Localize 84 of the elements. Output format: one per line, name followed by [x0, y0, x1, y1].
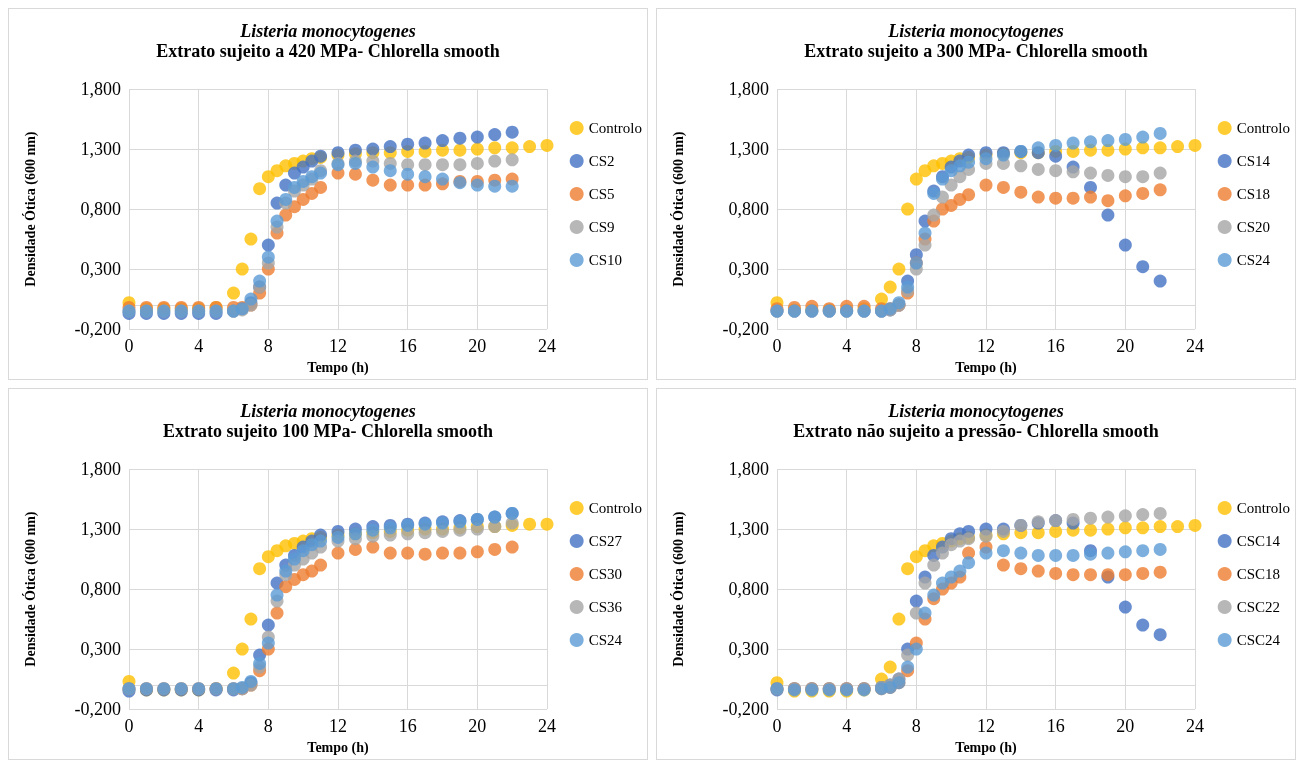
- y-tick-label: 0,800: [80, 579, 121, 600]
- y-tick-label: 0,800: [728, 199, 769, 220]
- y-tick-label: 0,800: [728, 579, 769, 600]
- legend-label: CSC18: [1236, 566, 1281, 582]
- x-tick-label: 8: [911, 336, 921, 357]
- legend-label: CS27: [588, 533, 623, 549]
- legend-label: Controlo: [588, 120, 643, 136]
- chart-title: Listeria monocytogenes: [887, 401, 1064, 421]
- x-tick-label: 16: [1046, 716, 1065, 737]
- y-axis-title: Densidade Ótica (600 nm): [21, 131, 39, 287]
- x-tick-label: 20: [1116, 336, 1135, 357]
- chart-subtitle: Extrato não sujeito a pressão- Chlorella smooth: [793, 421, 1159, 441]
- legend-label: CS30: [588, 566, 623, 582]
- y-tick-label: 1,300: [728, 139, 769, 160]
- x-tick-label: 16: [398, 716, 417, 737]
- chart-subtitle: Extrato sujeito 100 MPa- Chlorella smooth: [162, 421, 494, 441]
- y-axis-title: Densidade Ótica (600 nm): [669, 131, 687, 287]
- x-tick-label: 0: [772, 716, 782, 737]
- y-tick-label: 1,300: [80, 139, 121, 160]
- legend-label: Controlo: [588, 500, 643, 516]
- x-tick-label: 16: [1046, 336, 1065, 357]
- y-tick-label: 1,800: [728, 79, 769, 99]
- legend-label: CS24: [1236, 252, 1271, 268]
- x-tick-label: 24: [1186, 336, 1204, 357]
- x-tick-label: 4: [194, 336, 204, 357]
- y-tick-label: -0,200: [722, 319, 769, 340]
- y-axis-title: Densidade Ótica (600 nm): [669, 511, 687, 667]
- y-tick-label: 1,300: [728, 519, 769, 540]
- legend-label: CSC22: [1236, 599, 1281, 615]
- x-tick-label: 20: [1116, 716, 1135, 737]
- x-tick-label: 12: [329, 336, 347, 357]
- x-tick-label: 4: [842, 716, 852, 737]
- x-axis-title: Tempo (h): [955, 739, 1017, 756]
- legend-label: CS9: [588, 219, 615, 235]
- y-tick-label: -0,200: [722, 699, 769, 720]
- y-tick-label: 0,800: [80, 199, 121, 220]
- y-axis-title: Densidade Ótica (600 nm): [21, 511, 39, 667]
- y-tick-label: 1,300: [80, 519, 121, 540]
- y-tick-label: 0,300: [728, 259, 769, 280]
- legend-label: CS5: [588, 186, 615, 202]
- x-tick-label: 20: [468, 336, 487, 357]
- legend-label: CS36: [588, 599, 623, 615]
- legend-label: CS24: [588, 632, 623, 648]
- x-tick-label: 8: [911, 716, 921, 737]
- x-tick-label: 8: [263, 336, 273, 357]
- x-tick-label: 16: [398, 336, 417, 357]
- x-tick-label: 12: [329, 716, 347, 737]
- chart-subtitle: Extrato sujeito a 420 MPa- Chlorella smooth: [156, 41, 500, 61]
- x-axis-title: Tempo (h): [307, 739, 369, 756]
- y-tick-label: -0,200: [74, 319, 121, 340]
- chart-subtitle: Extrato sujeito a 300 MPa- Chlorella smooth: [804, 41, 1148, 61]
- x-tick-label: 12: [977, 716, 995, 737]
- x-tick-label: 8: [263, 716, 273, 737]
- y-tick-label: -0,200: [74, 699, 121, 720]
- x-axis-title: Tempo (h): [955, 359, 1017, 376]
- legend-label: CSC14: [1236, 533, 1281, 549]
- x-tick-label: 24: [1186, 716, 1204, 737]
- y-tick-label: 1,800: [80, 459, 121, 479]
- x-tick-label: 0: [124, 336, 134, 357]
- legend-label: CS14: [1236, 153, 1271, 169]
- chart-title: Listeria monocytogenes: [239, 21, 416, 41]
- legend-label: Controlo: [1236, 500, 1291, 516]
- y-tick-label: 0,300: [728, 639, 769, 660]
- legend-label: CS18: [1236, 186, 1271, 202]
- x-tick-label: 4: [842, 336, 852, 357]
- y-tick-label: 1,800: [728, 459, 769, 479]
- x-tick-label: 24: [538, 336, 556, 357]
- legend-label: CS2: [588, 153, 615, 169]
- x-tick-label: 0: [772, 336, 782, 357]
- chart-title: Listeria monocytogenes: [887, 21, 1064, 41]
- legend-label: CS10: [588, 252, 623, 268]
- x-tick-label: 0: [124, 716, 134, 737]
- y-tick-label: 0,300: [80, 259, 121, 280]
- legend-label: CSC24: [1236, 632, 1281, 648]
- x-tick-label: 12: [977, 336, 995, 357]
- y-tick-label: 1,800: [80, 79, 121, 99]
- legend-label: CS20: [1236, 219, 1271, 235]
- x-tick-label: 24: [538, 716, 556, 737]
- x-tick-label: 4: [194, 716, 204, 737]
- x-axis-title: Tempo (h): [307, 359, 369, 376]
- legend-label: Controlo: [1236, 120, 1291, 136]
- x-tick-label: 20: [468, 716, 487, 737]
- y-tick-label: 0,300: [80, 639, 121, 660]
- chart-title: Listeria monocytogenes: [239, 401, 416, 421]
